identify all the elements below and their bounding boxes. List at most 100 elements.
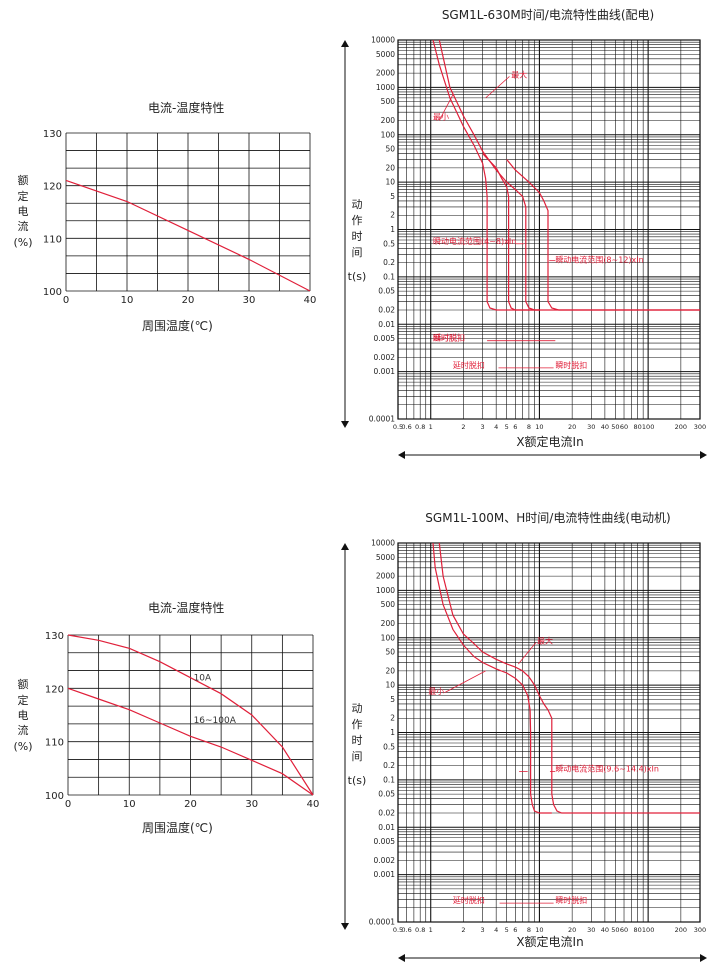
x-tick-label: 300 [694, 423, 706, 431]
x-tick-label: 0.5 [393, 926, 403, 934]
x-tick-label: 4 [494, 423, 498, 431]
y-tick-label: 2 [390, 211, 395, 220]
plot-frame [397, 39, 701, 420]
x-tick-label: 60 [620, 423, 628, 431]
y-tick-label: 0.05 [378, 287, 395, 296]
y-tick-label: 5 [390, 695, 395, 704]
y-tick-label: 5 [390, 192, 395, 201]
y-tick-label: 50 [385, 145, 395, 154]
y-axis-label-char: (%) [13, 740, 32, 753]
x-axis-label: 周围温度(℃) [142, 820, 213, 835]
x-tick-label: 40 [601, 926, 609, 934]
y-tick-label: 1 [390, 728, 395, 737]
arrow-head [341, 421, 349, 428]
x-tick-label: 30 [587, 926, 595, 934]
y-tick-label: 120 [45, 684, 64, 695]
x-axis-label: X额定电流In [516, 934, 583, 949]
x-axis-label: 周围温度(℃) [142, 318, 213, 333]
y-axis-label-char: 时 [352, 230, 363, 243]
annotation-label: 瞬时脱扣 [433, 333, 465, 343]
series-line-2 [67, 687, 314, 796]
y-tick-label: 5000 [376, 50, 395, 59]
y-tick-label: 120 [43, 182, 62, 193]
x-tick-label: 4 [494, 926, 498, 934]
x-tick-label: 0.6 [401, 423, 411, 431]
y-tick-label: 100 [45, 791, 64, 802]
x-tick-label: 2 [461, 423, 465, 431]
x-tick-label: 8 [527, 423, 531, 431]
annotation-label: 最小 [428, 687, 444, 696]
y-axis-label-char: 动 [352, 198, 363, 211]
y-axis-label-char: 流 [18, 723, 29, 737]
chart-title: SGM1L-100M、H时间/电流特性曲线(电动机) [425, 510, 670, 525]
arrow-head [398, 451, 405, 459]
x-tick-label: 100 [642, 926, 654, 934]
grid [397, 542, 701, 923]
x-axis-label: X额定电流In [516, 434, 583, 449]
y-axis-label-char: t(s) [348, 270, 367, 283]
y-tick-label: 0.005 [374, 837, 396, 846]
y-tick-label: 130 [43, 129, 62, 140]
x-tick-label: 10 [535, 926, 543, 934]
arrow-head [700, 451, 707, 459]
arrow-head [341, 543, 349, 550]
y-tick-label: 20 [385, 666, 395, 675]
y-tick-label: 1000 [376, 83, 395, 92]
x-tick-label: 1 [429, 423, 433, 431]
x-tick-label: 0 [63, 295, 69, 306]
arrow-head [398, 954, 405, 962]
annotation-label: 瞬时脱扣 [555, 360, 587, 370]
chart-title: 电流-温度特性 [148, 100, 224, 115]
x-tick-label: 50 [611, 926, 619, 934]
x-tick-label: 20 [568, 423, 576, 431]
x-tick-label: 30 [587, 423, 595, 431]
y-tick-label: 130 [45, 631, 64, 642]
annotation-label: 瞬动电流范围(9.6~14.4)xIn [555, 764, 659, 774]
y-axis-label-char: 电 [18, 709, 29, 722]
series-line-2 [438, 542, 700, 814]
grid [65, 132, 311, 292]
y-tick-label: 0.1 [383, 272, 395, 281]
x-tick-label: 10 [535, 423, 543, 431]
y-tick-label: 0.01 [378, 823, 395, 832]
arrow-head [341, 40, 349, 47]
x-tick-label: 8 [527, 926, 531, 934]
y-tick-label: 0.001 [374, 870, 396, 879]
y-tick-label: 200 [381, 116, 396, 125]
x-tick-label: 30 [243, 295, 256, 306]
annotation-label: 延时脱扣 [453, 360, 485, 370]
y-tick-label: 50 [385, 648, 395, 657]
y-tick-label: 0.002 [374, 353, 396, 362]
y-axis-label-char: (%) [13, 236, 32, 249]
y-tick-label: 0.5 [383, 239, 395, 248]
y-axis-label-char: 作 [352, 718, 363, 731]
y-tick-label: 0.1 [383, 775, 395, 784]
series-line-4 [506, 159, 700, 311]
y-tick-label: 100 [381, 130, 396, 139]
y-tick-label: 0.005 [374, 334, 396, 343]
y-tick-label: 0.02 [378, 808, 395, 817]
y-tick-label: 0.05 [378, 790, 395, 799]
y-axis-label-char: 额 [18, 678, 29, 691]
x-tick-label: 20 [568, 926, 576, 934]
x-tick-label: 50 [611, 423, 619, 431]
y-tick-label: 2000 [376, 69, 395, 78]
x-tick-label: 3 [481, 926, 485, 934]
x-tick-label: 30 [245, 799, 258, 810]
annotation-label: 16~100A [194, 716, 237, 726]
y-tick-label: 20 [385, 163, 395, 172]
x-tick-label: 0 [65, 799, 71, 810]
y-tick-label: 100 [43, 287, 62, 298]
y-axis-label-char: 间 [352, 246, 363, 259]
y-tick-label: 500 [381, 97, 396, 106]
annotation-label: 10A [194, 673, 212, 683]
chart-title: SGM1L-630M时间/电流特性曲线(配电) [442, 7, 654, 22]
y-axis-label-char: 间 [352, 750, 363, 763]
x-tick-label: 0.5 [393, 423, 403, 431]
y-axis-label-char: 动 [352, 702, 363, 715]
x-tick-label: 80 [633, 423, 641, 431]
grid [397, 39, 701, 420]
